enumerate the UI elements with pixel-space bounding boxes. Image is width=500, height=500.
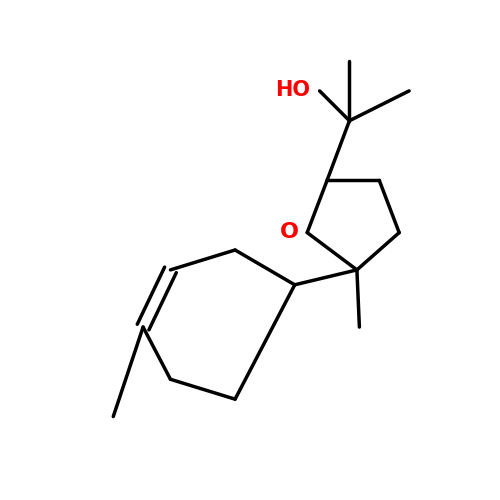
Text: O: O: [280, 222, 299, 242]
Text: HO: HO: [275, 80, 310, 100]
